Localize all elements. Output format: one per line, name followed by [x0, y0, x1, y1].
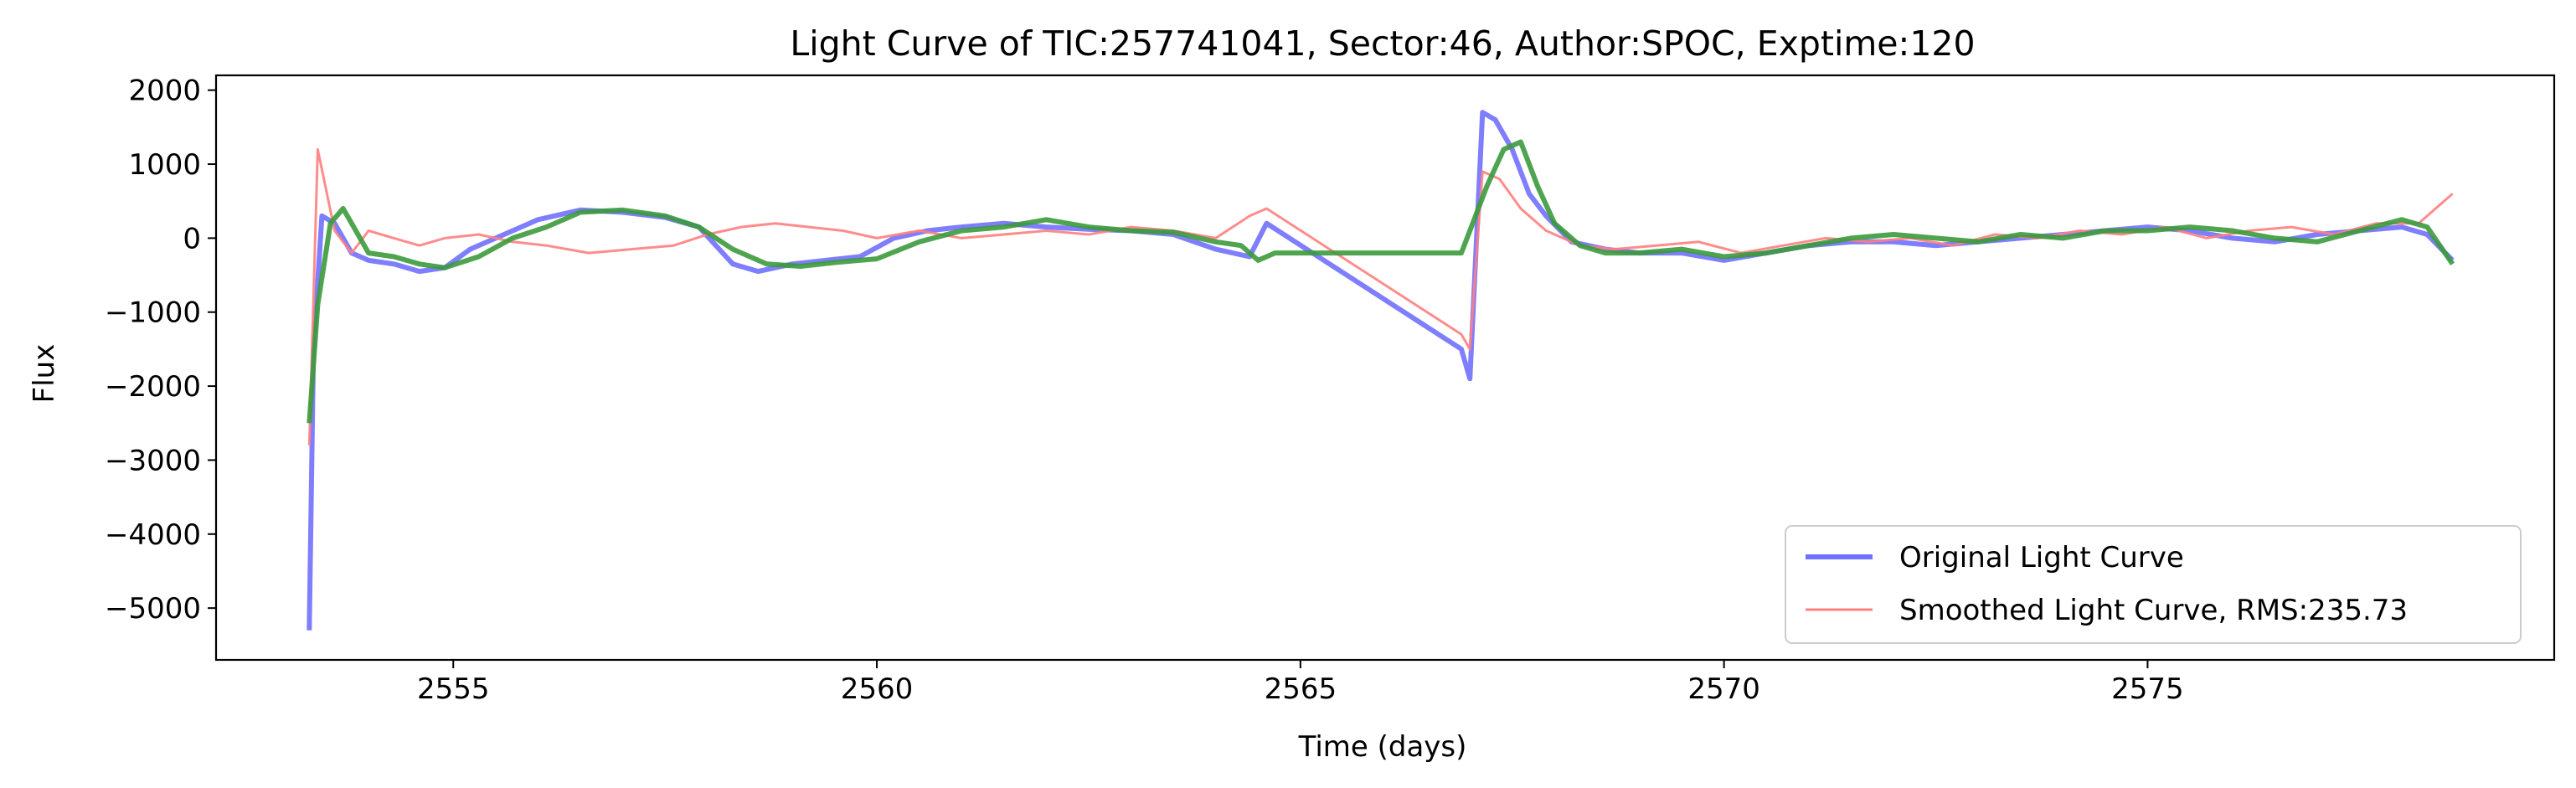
y-tick-label: −4000 [105, 518, 201, 552]
chart-title: Light Curve of TIC:257741041, Sector:46,… [790, 23, 1975, 64]
legend: Original Light Curve Smoothed Light Curv… [1785, 525, 2522, 644]
y-axis-ticks: 2000 1000 0 −1000 −2000 −3000 −4000 −5000 [105, 75, 216, 626]
y-tick-label: 1000 [128, 148, 201, 182]
legend-label-smoothed: Smoothed Light Curve, RMS:235.73 [1899, 594, 2408, 627]
series-smoothed-line [307, 147, 2454, 446]
x-tick-label: 2570 [1687, 672, 1760, 706]
x-axis-ticks: 2555 2560 2565 2570 2575 [417, 660, 2184, 706]
y-tick-label: −2000 [105, 370, 201, 404]
y-tick-label: −1000 [105, 296, 201, 330]
x-tick-label: 2560 [841, 672, 914, 706]
y-tick-label: −5000 [105, 592, 201, 626]
y-tick-label: 2000 [128, 75, 201, 108]
y-tick-label: 0 [183, 222, 201, 255]
y-tick-label: −3000 [105, 444, 201, 477]
plot-area [214, 74, 2556, 662]
x-tick-label: 2555 [417, 672, 490, 706]
legend-box [1785, 525, 2522, 644]
x-tick-label: 2575 [2111, 672, 2184, 706]
y-axis-label: Flux [28, 344, 61, 404]
axes-frame [214, 74, 2556, 662]
x-axis-label: Time (days) [1298, 730, 1467, 764]
series-layer [307, 110, 2455, 631]
x-tick-label: 2565 [1265, 672, 1337, 706]
legend-label-original: Original Light Curve [1899, 541, 2184, 574]
series-trend-line [307, 139, 2455, 424]
